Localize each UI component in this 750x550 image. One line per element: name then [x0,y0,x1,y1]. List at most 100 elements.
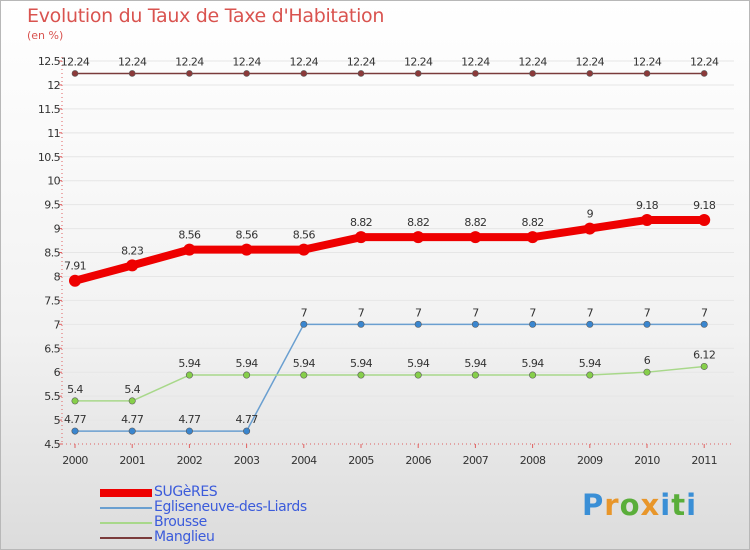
logo-letter: P [582,488,605,522]
data-label: 9.18 [636,199,659,212]
data-label: 7 [358,306,365,319]
data-point [529,70,536,77]
data-point [412,231,425,244]
data-point [641,213,653,226]
data-label: 4.77 [121,413,144,426]
logo-letter: i [686,488,698,522]
x-tick-label: 2009 [577,454,603,467]
x-tick-label: 2000 [62,454,88,467]
data-label: 8.23 [121,244,144,257]
data-point [185,371,193,379]
data-point [71,427,79,435]
data-point [71,397,79,405]
data-label: 5.4 [124,383,140,396]
data-label: 8.82 [522,216,544,229]
data-point [472,70,479,77]
data-point [414,70,422,77]
logo-letter: o [619,488,641,522]
logo-letter: i [660,488,672,522]
y-tick-label: 11 [47,127,60,140]
data-label: 4.77 [64,413,87,426]
x-tick-label: 2011 [691,454,717,467]
data-point [69,274,81,287]
legend-label-egliseneuve: Egliseneuve-des-Liards [154,499,307,515]
data-point [643,320,651,328]
x-tick-label: 2010 [634,454,660,467]
data-point [297,243,310,256]
x-tick-label: 2008 [520,454,546,467]
x-tick-label: 2005 [348,454,374,467]
data-point [357,70,365,77]
data-point [243,371,251,379]
data-label: 5.94 [236,357,259,370]
data-label: 7 [415,306,422,319]
data-point [469,231,482,244]
data-label: 8.82 [350,216,372,229]
data-point [586,371,594,379]
data-label: 12.24 [518,55,547,68]
data-label: 12.24 [118,55,147,68]
y-tick-label: 7.5 [44,294,60,307]
y-tick-label: 10 [47,175,60,188]
data-point [471,371,479,379]
data-point [185,427,193,435]
data-point [414,371,422,379]
data-label: 7.91 [64,260,86,273]
data-point [529,320,537,328]
data-label: 12.24 [232,55,261,68]
data-point [643,368,651,376]
data-label: 8.56 [293,229,316,242]
data-point [355,231,367,244]
y-tick-label: 5.5 [44,390,60,403]
data-point [243,427,251,435]
data-point [300,371,308,379]
chart-subtitle: (en %) [27,29,64,42]
legend-swatch-manglieu [100,537,152,539]
data-label: 5.94 [464,357,487,370]
y-tick-label: 5 [54,414,61,427]
y-tick-label: 12 [47,79,60,92]
y-tick-label: 6 [54,366,61,379]
data-point [300,70,308,77]
series-line [74,323,705,432]
y-tick-label: 10.5 [38,151,61,164]
data-point [357,371,365,379]
data-label: 7 [472,306,479,319]
data-label: 8.82 [407,216,429,229]
data-label: 7 [587,306,594,319]
data-label: 5.94 [522,357,545,370]
data-label: 7 [529,306,536,319]
x-tick-label: 2006 [405,454,431,467]
y-tick-label: 6.5 [44,342,60,355]
data-label: 7 [644,306,651,319]
y-tick-label: 9 [54,223,61,236]
data-label: 7 [701,306,708,319]
data-label: 4.77 [178,413,201,426]
data-label: 12.24 [61,55,90,68]
data-point [700,320,708,328]
data-label: 12.24 [175,55,204,68]
logo-letter: r [604,488,620,522]
legend-label-brousse: Brousse [154,514,207,530]
chart-title: Evolution du Taux de Taxe d'Habitation [27,5,385,27]
y-tick-label: 9.5 [44,199,60,212]
y-tick-label: 12.5 [38,55,61,68]
data-point [700,70,708,77]
data-point [583,222,596,235]
data-point [300,320,308,328]
legend-label-manglieu: Manglieu [154,529,215,545]
data-label: 8.82 [464,216,486,229]
data-label: 5.94 [579,357,602,370]
data-label: 12.24 [290,55,319,68]
x-tick-label: 2007 [463,454,489,467]
data-label: 8.56 [236,229,259,242]
data-label: 7 [301,306,308,319]
data-label: 4.77 [236,413,259,426]
data-point [243,70,250,77]
data-point [186,70,193,77]
data-label: 5.94 [350,357,373,370]
data-label: 6.12 [693,348,715,361]
legend-label-sugeres: SUGèRES [154,484,218,500]
data-point [240,243,253,256]
